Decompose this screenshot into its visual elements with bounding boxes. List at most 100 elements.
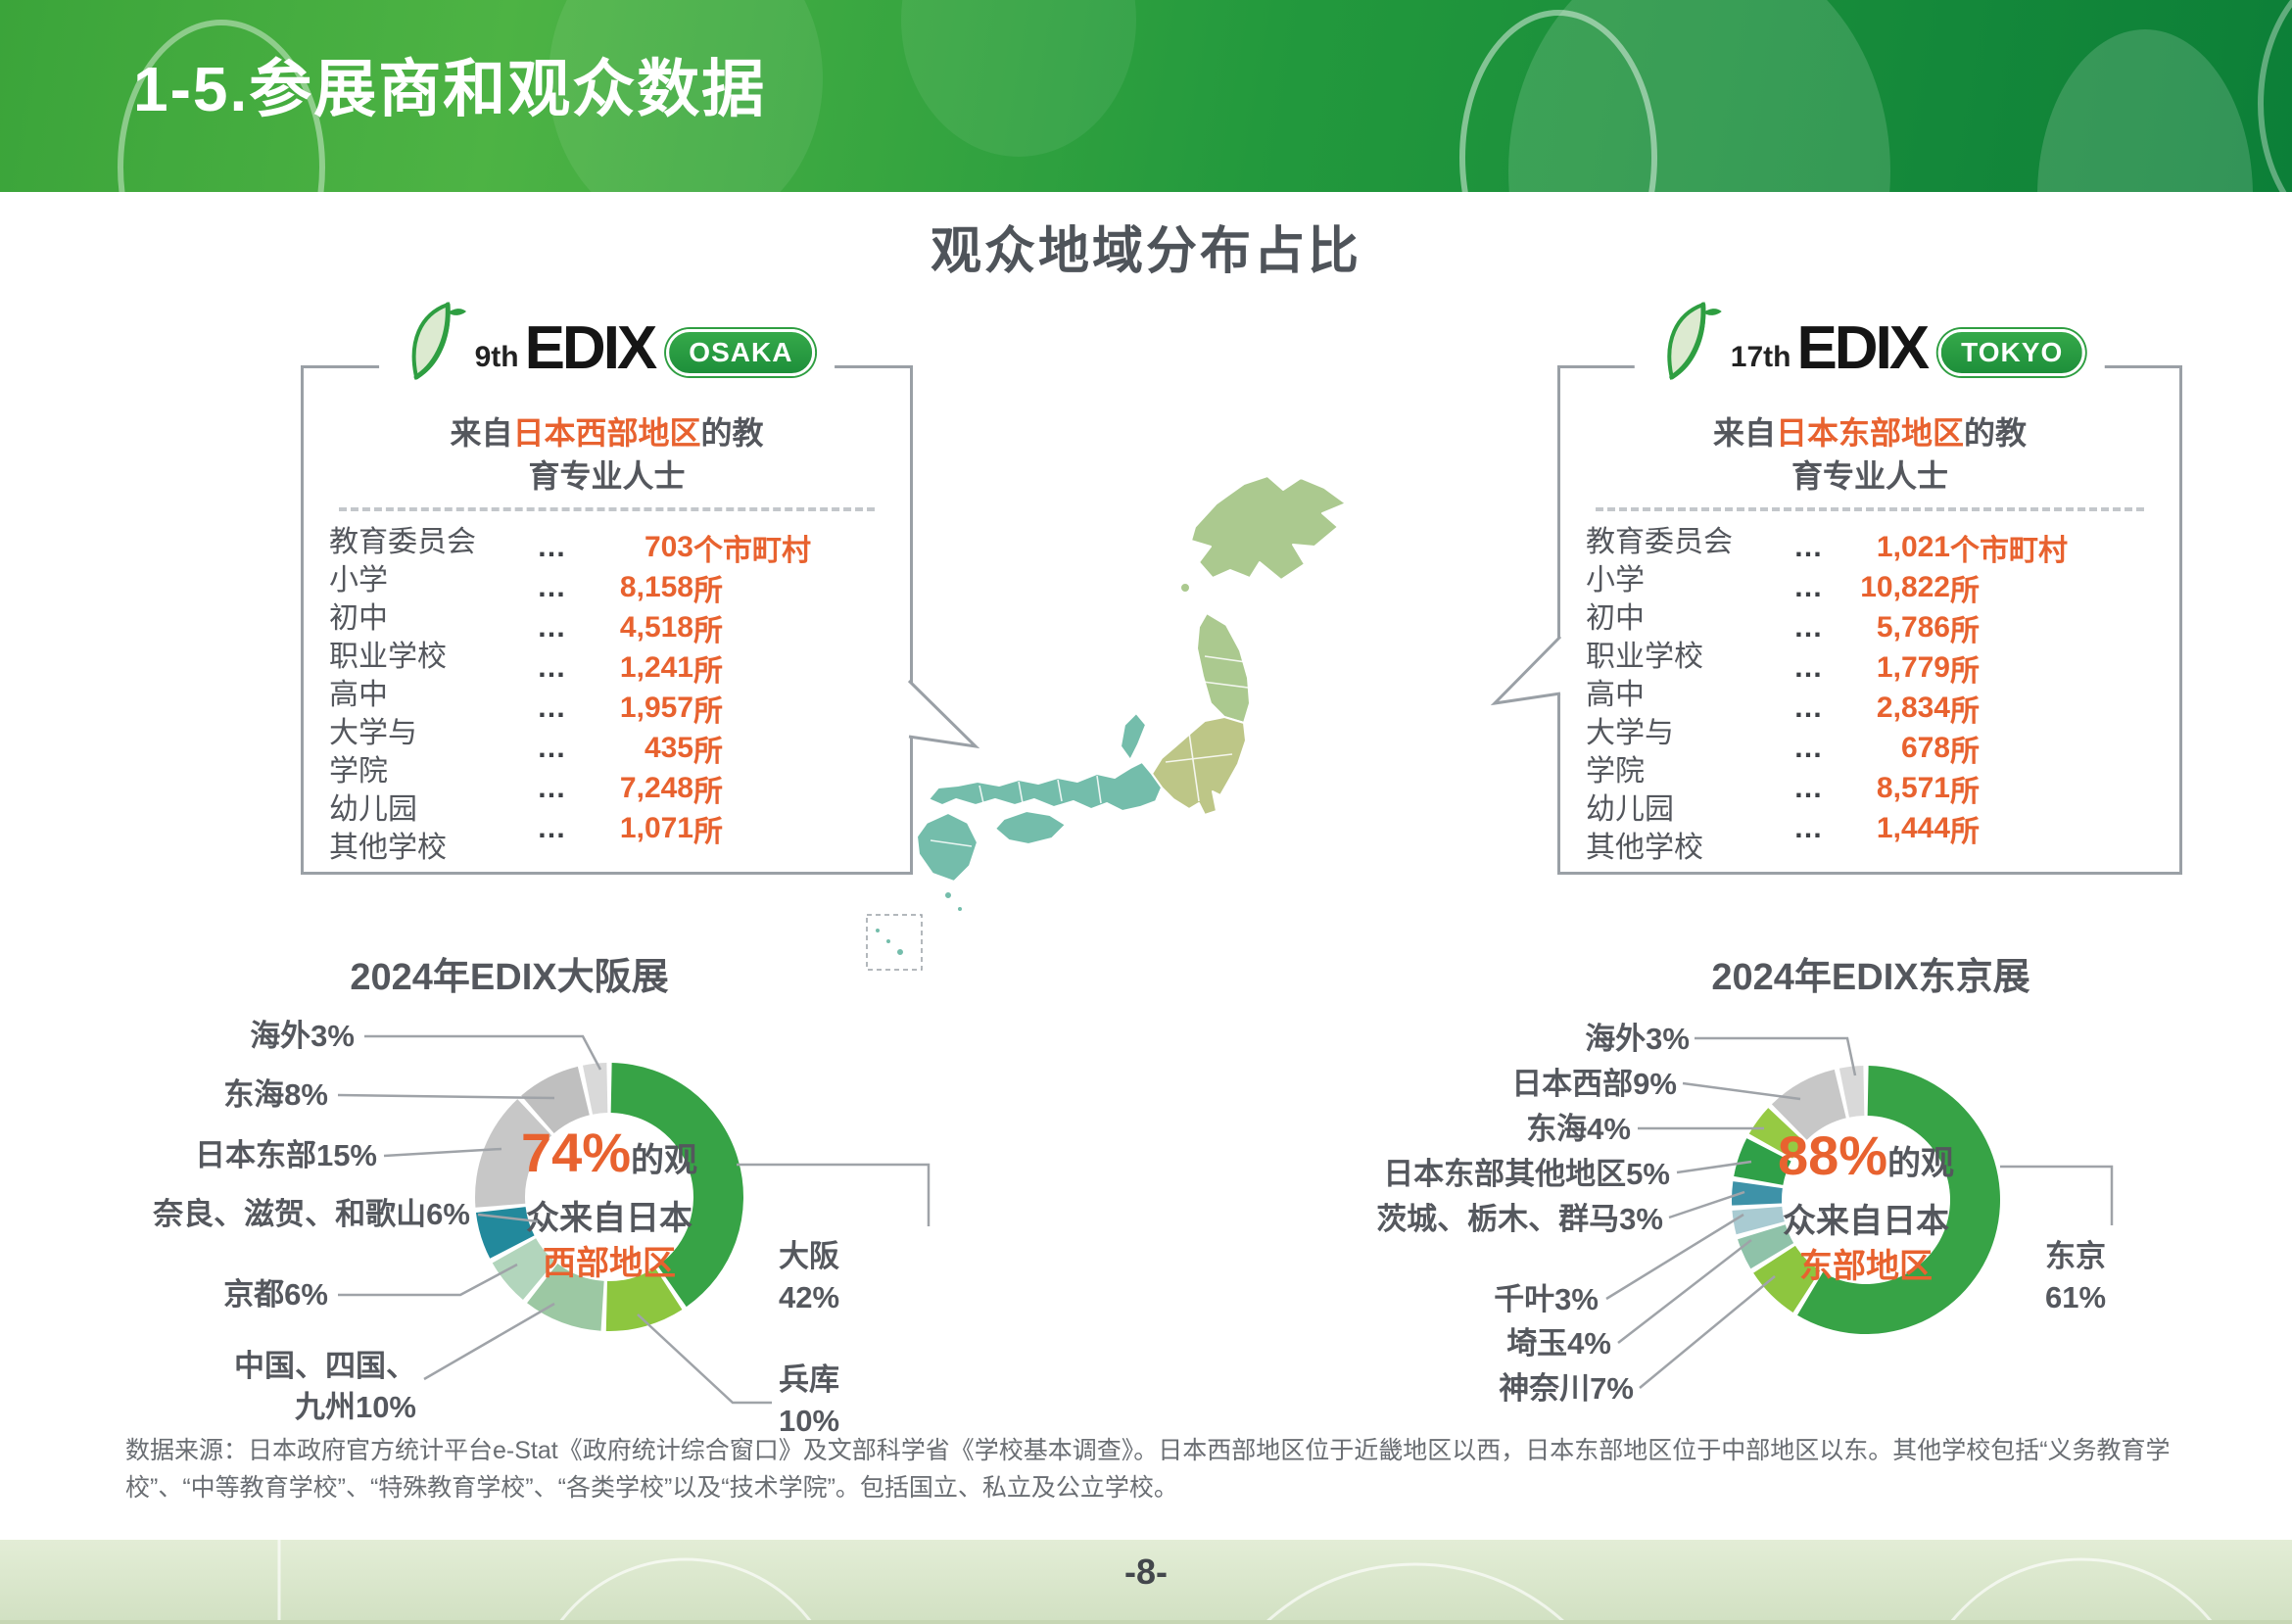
- table-row: … 703 个市町村: [537, 530, 811, 567]
- value-rows: … 1,021 个市町村 … 10,822 所 … 5,786 所 … 1,779 所 … 2,8…: [1793, 527, 2068, 848]
- table-row: … 8,158 所: [537, 570, 723, 607]
- row-label: 初中: [329, 602, 388, 635]
- row-label: 大学与: [329, 717, 417, 749]
- logo-city-badge: TOKYO: [1938, 328, 2086, 376]
- japan-map: [866, 475, 1347, 971]
- dashed-divider: [1596, 507, 2144, 511]
- heading-text: 来自: [1712, 415, 1776, 451]
- donut-slice: [475, 1099, 552, 1208]
- logo-city-badge: OSAKA: [666, 328, 816, 376]
- page-title: 1-5.参展商和观众数据: [133, 54, 767, 124]
- slice-label-ibaraki-tochigi-gunma: 茨城、栃木、群马3%: [1376, 1202, 1663, 1236]
- slice-label-tokai: 东海8%: [223, 1077, 328, 1112]
- table-row: … 1,444 所: [1793, 811, 1980, 848]
- row-label: 幼儿园: [1586, 793, 1674, 826]
- heading-highlight: 日本西部地区: [512, 415, 701, 451]
- leaf-icon: [1667, 302, 1722, 381]
- donut-slice: [1748, 1108, 1805, 1159]
- row-label: 学院: [1586, 755, 1645, 788]
- table-row: … 7,248 所: [537, 771, 723, 808]
- data-source-note: 数据来源：日本政府官方统计平台e-Stat《政府统计综合窗口》及文部科学省《学校…: [125, 1437, 2171, 1502]
- center-text: 的观: [631, 1142, 698, 1179]
- map-region-hokkaido: [1190, 475, 1347, 581]
- header-banner: 1-5.参展商和观众数据: [0, 0, 2292, 192]
- map-okinawa-box: [866, 914, 923, 971]
- center-percentage: 88%: [1777, 1124, 1888, 1186]
- page-number: -8-: [1124, 1552, 1168, 1592]
- map-region-west-japan: [928, 761, 1163, 812]
- heading-highlight: 日本东部地区: [1775, 415, 1964, 451]
- donut-slice: [1732, 1206, 1785, 1235]
- map-islet: [956, 905, 964, 913]
- row-label: 职业学校: [329, 641, 447, 673]
- slice-label-other-east-japan: 日本东部其他地区5%: [1383, 1157, 1670, 1191]
- heading-text: 来自: [450, 415, 513, 451]
- heading-text: 的教: [1964, 415, 2028, 451]
- slice-label-kanagawa: 神奈川7%: [1499, 1371, 1634, 1406]
- osaka-box-tail: [909, 681, 976, 746]
- table-row: … 4,518 所: [537, 610, 723, 647]
- heading-text: 的教: [700, 415, 764, 451]
- slice-label-kyoto: 京都6%: [223, 1277, 328, 1312]
- center-region-highlight: 东部地区: [1799, 1248, 1933, 1285]
- donut-slice: [1771, 1069, 1846, 1140]
- box-heading: 来自日本东部地区的教 育专业人士: [1560, 411, 2179, 498]
- tokyo-chart-title: 2024年EDIX东京展: [1711, 957, 2030, 998]
- slice-label-saitama: 埼玉4%: [1506, 1326, 1611, 1361]
- table-row: … 1,241 所: [537, 650, 723, 688]
- map-islet: [1179, 582, 1191, 594]
- donut-slice: [1753, 1245, 1821, 1313]
- category-labels: 教育委员会 小学 初中 职业学校 高中 大学与 学院 幼儿园 其他学校: [1586, 523, 1733, 867]
- tokyo-donut-center-text: 88%的观 众来自日本 东部地区: [1748, 1127, 1983, 1289]
- table-row: … 8,571 所: [1793, 771, 1980, 808]
- map-region-east-japan: [1151, 716, 1247, 816]
- footer-decor: [277, 1540, 2213, 1620]
- slice-label-nara-shiga-wakayama: 奈良、滋贺、和歌山6%: [153, 1197, 470, 1231]
- dashed-divider: [339, 507, 875, 511]
- table-row: … 435 所: [537, 731, 723, 768]
- row-label: 其他学校: [329, 832, 447, 864]
- table-row: … 1,779 所: [1793, 650, 1980, 688]
- donut-slice: [1797, 1066, 2001, 1335]
- edix-osaka-logo: 9th EDIX OSAKA: [378, 295, 836, 396]
- logo-edition: 17th: [1730, 340, 1791, 373]
- center-percentage: 74%: [520, 1122, 632, 1183]
- center-text: 众来自日本: [526, 1200, 692, 1237]
- leaf-icon: [411, 302, 466, 381]
- value-rows: … 703 个市町村 … 8,158 所 … 4,518 所 … 1,241 所 … 1,957 所…: [537, 527, 811, 848]
- table-row: … 1,071 所: [537, 811, 723, 848]
- category-labels: 教育委员会 小学 初中 职业学校 高中 大学与 学院 幼儿园 其他学校: [329, 523, 476, 867]
- tokyo-stats-box: 17th EDIX TOKYO 来自日本东部地区的教 育专业人士 教育委员会 小…: [1557, 295, 2182, 875]
- slice-label-tokyo: 东京 61%: [2045, 1239, 2107, 1314]
- heading-text: 育专业人士: [1791, 458, 1948, 494]
- row-label: 初中: [1586, 602, 1645, 635]
- slice-label-overseas: 海外3%: [1585, 1022, 1690, 1056]
- row-label: 职业学校: [1586, 641, 1703, 673]
- row-label: 教育委员会: [329, 526, 476, 558]
- row-label: 幼儿园: [329, 793, 417, 826]
- slice-label-hyogo: 兵库 10%: [779, 1362, 840, 1438]
- row-label: 其他学校: [1586, 832, 1703, 864]
- table-row: … 1,021 个市町村: [1793, 530, 2068, 567]
- decor-bubble: [901, 0, 1136, 157]
- donut-slice: [582, 1063, 608, 1115]
- tokyo-donut-chart: [1732, 1066, 2001, 1335]
- map-noto-peninsula: [1120, 712, 1147, 761]
- slice-label-chiba: 千叶3%: [1494, 1282, 1599, 1316]
- slice-label-west-japan: 日本西部9%: [1511, 1067, 1677, 1101]
- slice-label-east-japan: 日本东部15%: [194, 1138, 377, 1172]
- donut-slice: [610, 1063, 743, 1308]
- osaka-stats-box: 9th EDIX OSAKA 来自日本西部地区的教 育专业人士 教育委员会 小学…: [301, 295, 913, 875]
- row-label: 教育委员会: [1586, 526, 1733, 558]
- row-label: 小学: [329, 564, 388, 597]
- osaka-donut-center-text: 74%的观 众来自日本 西部地区: [492, 1124, 727, 1286]
- section-title: 观众地域分布占比: [930, 223, 1361, 280]
- table-row: … 678 所: [1793, 731, 1980, 768]
- logo-edition: 9th: [474, 340, 519, 373]
- table-row: … 2,834 所: [1793, 691, 1980, 728]
- table-row: … 5,786 所: [1793, 610, 1980, 647]
- row-label: 学院: [329, 755, 388, 788]
- decor-bubble: [549, 0, 823, 192]
- edix-tokyo-logo: 17th EDIX TOKYO: [1634, 295, 2106, 396]
- map-region-shikoku: [994, 810, 1067, 845]
